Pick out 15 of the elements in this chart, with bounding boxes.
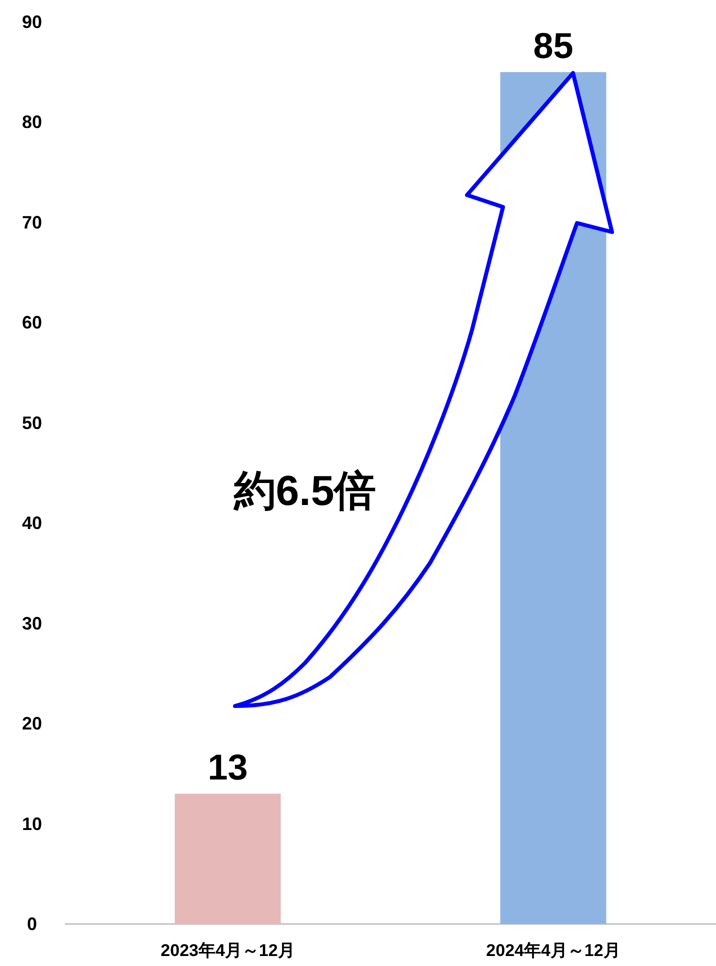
y-tick-label: 60 [22, 312, 42, 333]
data-label: 85 [533, 25, 574, 66]
data-label: 13 [208, 746, 248, 788]
y-tick-label: 70 [22, 212, 42, 232]
y-tick-label: 90 [22, 12, 42, 32]
y-tick-label: 50 [22, 412, 42, 433]
y-tick-label: 40 [22, 513, 42, 534]
x-tick-label: 2024年4月～12月 [486, 941, 620, 960]
x-tick-label: 2023年4月～12月 [160, 941, 295, 960]
y-tick-label: 10 [22, 814, 42, 834]
annotation: 約6.5倍 [232, 467, 376, 514]
y-tick-label: 30 [22, 613, 42, 634]
y-tick-label: 20 [22, 714, 42, 734]
y-tick-label: 80 [22, 112, 42, 132]
y-tick-label: 0 [26, 914, 38, 934]
